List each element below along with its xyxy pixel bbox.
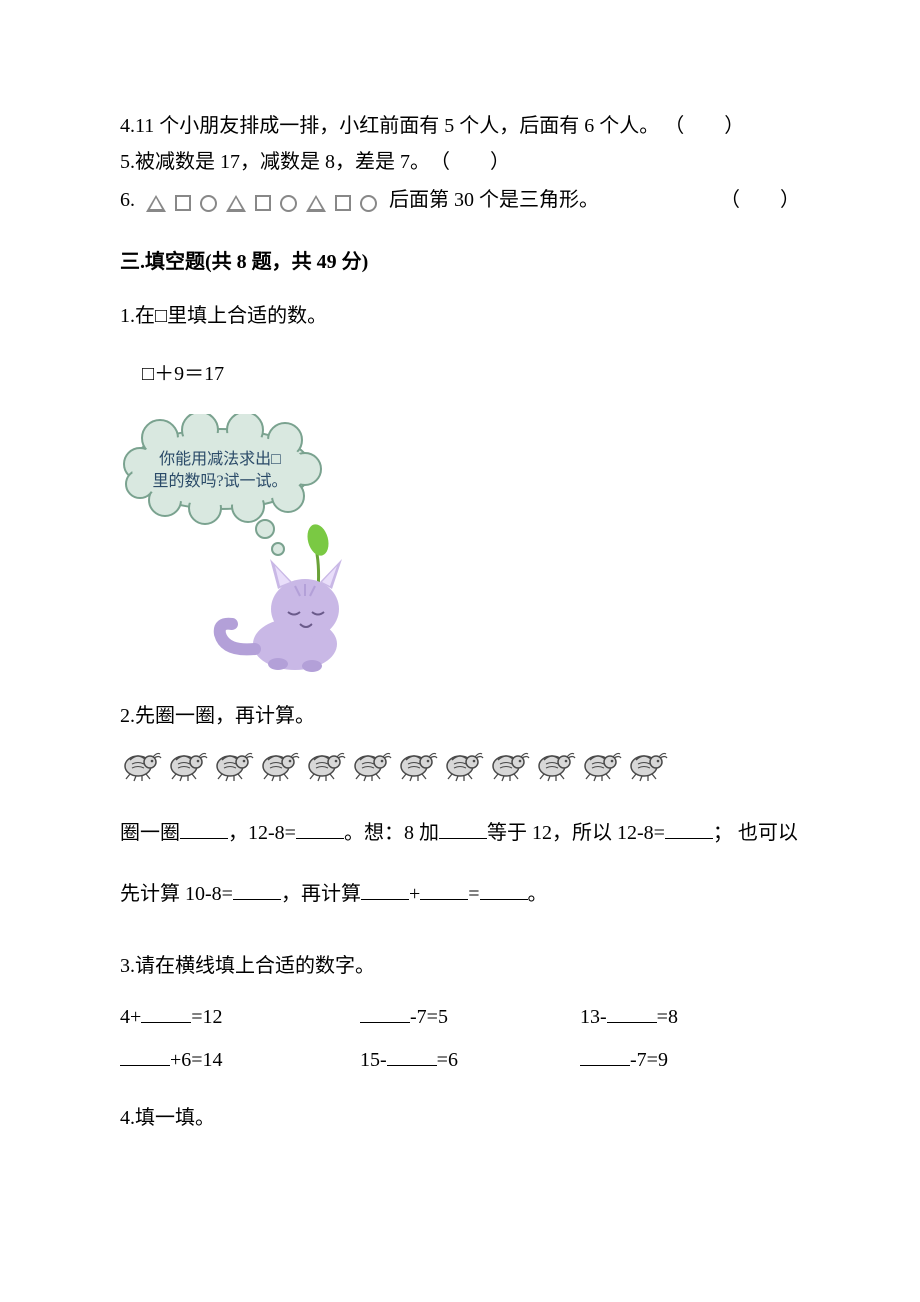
blank — [439, 816, 487, 839]
hint-illustration: 你能用减法求出□ 里的数吗?试一试。 — [120, 414, 800, 674]
blank — [141, 1000, 191, 1023]
square-icon — [335, 195, 351, 211]
text: =12 — [191, 1006, 222, 1028]
text: 先计算 10-8= — [120, 883, 233, 905]
blank — [387, 1043, 437, 1066]
bug-icon — [580, 744, 622, 792]
fill-q4: 4.填一填。 — [120, 1102, 800, 1134]
text: ，12-8= — [228, 822, 296, 844]
bug-row — [120, 744, 800, 792]
bug-icon — [442, 744, 484, 792]
bug-icon — [166, 744, 208, 792]
document-page: 4.11 个小朋友排成一排，小红前面有 5 个人，后面有 6 个人。 （ ） 5… — [0, 0, 920, 1302]
text: 15- — [360, 1049, 387, 1071]
text: +6=14 — [170, 1049, 223, 1071]
blank — [480, 877, 528, 900]
triangle-icon — [146, 195, 166, 212]
cell: -7=5 — [360, 1000, 580, 1033]
bug-icon — [304, 744, 346, 792]
square-icon — [175, 195, 191, 211]
tf-q6-paren: （ ） — [720, 184, 800, 216]
text: 13- — [580, 1006, 607, 1028]
cell: -7=9 — [580, 1043, 780, 1076]
circle-icon — [360, 195, 377, 212]
cell: 4+ =12 — [120, 1000, 360, 1033]
fill-q1-stem: 1.在□里填上合适的数。 — [120, 300, 800, 332]
fill-q3-row2: +6=14 15- =6 -7=9 — [120, 1043, 800, 1076]
bug-icon — [212, 744, 254, 792]
bug-icon — [120, 744, 162, 792]
tf-q6-number: 6. — [120, 184, 146, 216]
thought-bubble: 你能用减法求出□ 里的数吗?试一试。 — [124, 414, 321, 555]
cat-bubble-svg: 你能用减法求出□ 里的数吗?试一试。 — [120, 414, 380, 674]
blank — [120, 1043, 170, 1066]
bug-icon — [534, 744, 576, 792]
shape-sequence — [146, 186, 381, 218]
text: =8 — [657, 1006, 678, 1028]
text: -7=5 — [410, 1006, 448, 1028]
blank — [233, 877, 281, 900]
fill-q3-row1: 4+ =12 -7=5 13- =8 — [120, 1000, 800, 1033]
section-3-heading: 三.填空题(共 8 题，共 49 分) — [120, 246, 800, 278]
text: 等于 12，所以 12-8= — [487, 822, 665, 844]
text: 圈一圈 — [120, 822, 180, 844]
text: + — [409, 883, 420, 905]
text: ； 也可以 — [713, 822, 798, 844]
blank — [607, 1000, 657, 1023]
fill-q1: 1.在□里填上合适的数。 □＋9＝17 — [120, 300, 800, 674]
blank — [665, 816, 713, 839]
triangle-icon — [306, 195, 326, 212]
bug-icon — [258, 744, 300, 792]
cat-icon — [220, 559, 342, 672]
bug-icon — [350, 744, 392, 792]
circle-icon — [200, 195, 217, 212]
fill-q4-stem: 4.填一填。 — [120, 1102, 800, 1134]
cell: +6=14 — [120, 1043, 360, 1076]
fill-q2-line1: 圈一圈 ，12-8= 。想：8 加 等于 12，所以 12-8= ； 也可以 — [120, 816, 800, 849]
text: 4+ — [120, 1006, 141, 1028]
fill-q1-expr: □＋9＝17 — [120, 358, 800, 390]
blank — [420, 877, 468, 900]
bug-icon — [488, 744, 530, 792]
blank — [180, 816, 228, 839]
triangle-icon — [226, 195, 246, 212]
tf-q5: 5.被减数是 17，减数是 8，差是 7。 （ ） — [120, 146, 800, 178]
fill-q2: 2.先圈一圈，再计算。 圈一圈 ，12-8= 。想：8 加 等于 12，所以 12-8… — [120, 700, 800, 910]
circle-icon — [280, 195, 297, 212]
fill-q2-stem: 2.先圈一圈，再计算。 — [120, 700, 800, 732]
tf-q6: 6. 后面第 30 个是三角形。 （ ） — [120, 182, 800, 218]
blank — [360, 1000, 410, 1023]
text: 。 — [528, 883, 548, 905]
cell: 15- =6 — [360, 1043, 580, 1076]
cell: 13- =8 — [580, 1000, 780, 1033]
square-icon — [255, 195, 271, 211]
tf-q6-text: 后面第 30 个是三角形。 — [389, 184, 599, 216]
text: ，再计算 — [281, 883, 361, 905]
text: -7=9 — [630, 1049, 668, 1071]
blank — [296, 816, 344, 839]
bug-icon — [626, 744, 668, 792]
fill-q2-line2: 先计算 10-8= ，再计算 + = 。 — [120, 877, 800, 910]
bubble-text-2: 里的数吗?试一试。 — [152, 472, 287, 490]
blank — [580, 1043, 630, 1066]
bubble-text-1: 你能用减法求出□ — [159, 450, 281, 468]
fill-q3: 3.请在横线填上合适的数字。 4+ =12 -7=5 13- =8 +6=14 15… — [120, 950, 800, 1076]
tf-q4: 4.11 个小朋友排成一排，小红前面有 5 个人，后面有 6 个人。 （ ） — [120, 110, 800, 142]
text: = — [468, 883, 479, 905]
bug-icon — [396, 744, 438, 792]
text: 。想：8 加 — [344, 822, 439, 844]
fill-q3-stem: 3.请在横线填上合适的数字。 — [120, 950, 800, 982]
blank — [361, 877, 409, 900]
text: =6 — [437, 1049, 458, 1071]
